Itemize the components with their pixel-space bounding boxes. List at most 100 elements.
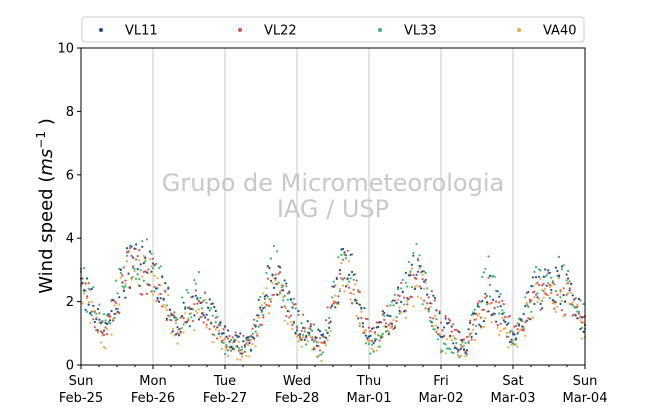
data-point-va40 [515,343,518,346]
data-point-vl11 [138,284,141,287]
data-point-va40 [133,270,136,273]
data-point-vl33 [93,310,96,314]
data-point-vl22 [306,331,309,334]
data-point-vl11 [534,276,538,279]
data-point-vl33 [393,293,397,296]
data-point-va40 [354,283,357,286]
data-point-vl33 [458,355,461,358]
data-point-vl22 [227,337,230,340]
data-point-vl11 [424,278,427,281]
data-point-vl11 [531,276,535,279]
data-point-vl11 [393,326,397,329]
data-point-vl22 [485,294,489,298]
data-point-vl33 [559,296,562,299]
data-point-va40 [536,300,539,304]
data-point-vl33 [441,350,444,353]
data-point-vl11 [510,338,513,341]
data-point-vl33 [406,285,409,288]
data-point-vl22 [170,319,173,322]
data-point-vl22 [565,293,568,296]
data-point-va40 [182,331,185,334]
data-point-vl22 [522,329,525,332]
data-point-vl11 [450,325,453,328]
data-point-vl33 [484,267,487,270]
data-point-vl22 [187,319,190,322]
data-point-vl11 [308,331,311,334]
data-point-vl11 [420,287,423,290]
x-tick-label-day: Tue [213,374,236,389]
data-point-va40 [418,267,421,270]
data-point-vl33 [139,269,142,272]
legend-marker-vl11 [99,28,103,32]
data-point-vl22 [135,258,138,261]
data-point-vl33 [557,255,561,258]
data-point-va40 [257,316,260,319]
data-point-vl22 [326,306,329,309]
data-point-va40 [456,353,459,357]
data-point-vl11 [344,285,348,288]
data-point-vl22 [199,316,202,319]
data-point-vl11 [473,312,476,315]
data-point-vl11 [430,321,433,324]
y-tick-label: 6 [66,168,74,183]
data-point-va40 [326,338,329,342]
data-point-vl22 [524,321,527,324]
data-point-vl22 [427,296,430,299]
data-point-vl33 [372,350,375,353]
data-point-vl22 [412,274,415,277]
data-point-vl11 [197,318,201,321]
data-point-vl11 [577,297,581,301]
data-point-vl11 [351,270,354,274]
data-point-vl11 [249,348,253,351]
data-point-vl22 [476,302,479,305]
data-point-vl11 [262,307,265,310]
data-point-vl33 [102,313,106,316]
legend-label-vl22: VL22 [264,24,297,39]
y-axis-label-exponent: −1 [34,131,48,149]
data-point-vl33 [256,319,259,323]
data-point-vl33 [401,278,404,281]
data-point-vl11 [354,298,357,301]
data-point-vl11 [196,297,199,300]
data-point-vl22 [355,279,358,282]
data-point-vl22 [115,301,118,304]
data-point-vl11 [236,345,239,348]
data-point-vl22 [124,279,127,282]
data-point-va40 [265,287,268,290]
data-point-vl33 [190,316,193,319]
data-point-vl22 [325,319,328,322]
data-point-vl11 [205,313,208,316]
data-point-vl33 [202,299,205,302]
data-point-vl11 [265,294,268,297]
data-point-vl22 [104,326,107,329]
data-point-vl11 [455,347,458,350]
data-point-va40 [90,300,93,303]
data-point-vl22 [291,323,294,327]
data-point-vl11 [565,273,568,276]
data-point-vl33 [470,313,473,317]
data-point-vl22 [341,258,345,261]
data-point-vl33 [400,287,403,290]
data-point-vl22 [177,328,181,331]
data-point-vl22 [510,341,513,344]
data-point-va40 [239,358,242,361]
data-point-vl22 [465,335,469,339]
data-point-vl22 [544,292,547,295]
data-point-vl22 [539,308,542,311]
data-point-vl11 [436,326,439,329]
data-point-va40 [348,260,351,263]
data-point-vl33 [276,250,279,253]
data-point-vl33 [325,329,328,332]
data-point-vl33 [237,347,240,350]
data-point-vl33 [496,305,499,309]
data-point-vl22 [508,314,511,317]
data-point-vl33 [568,280,571,283]
data-point-va40 [245,354,248,357]
data-point-vl11 [176,326,179,329]
data-point-vl22 [564,313,567,316]
data-point-va40 [531,316,535,319]
data-point-vl11 [167,287,170,290]
data-point-vl22 [351,302,354,305]
data-point-vl11 [266,265,269,268]
data-point-vl33 [334,284,337,287]
